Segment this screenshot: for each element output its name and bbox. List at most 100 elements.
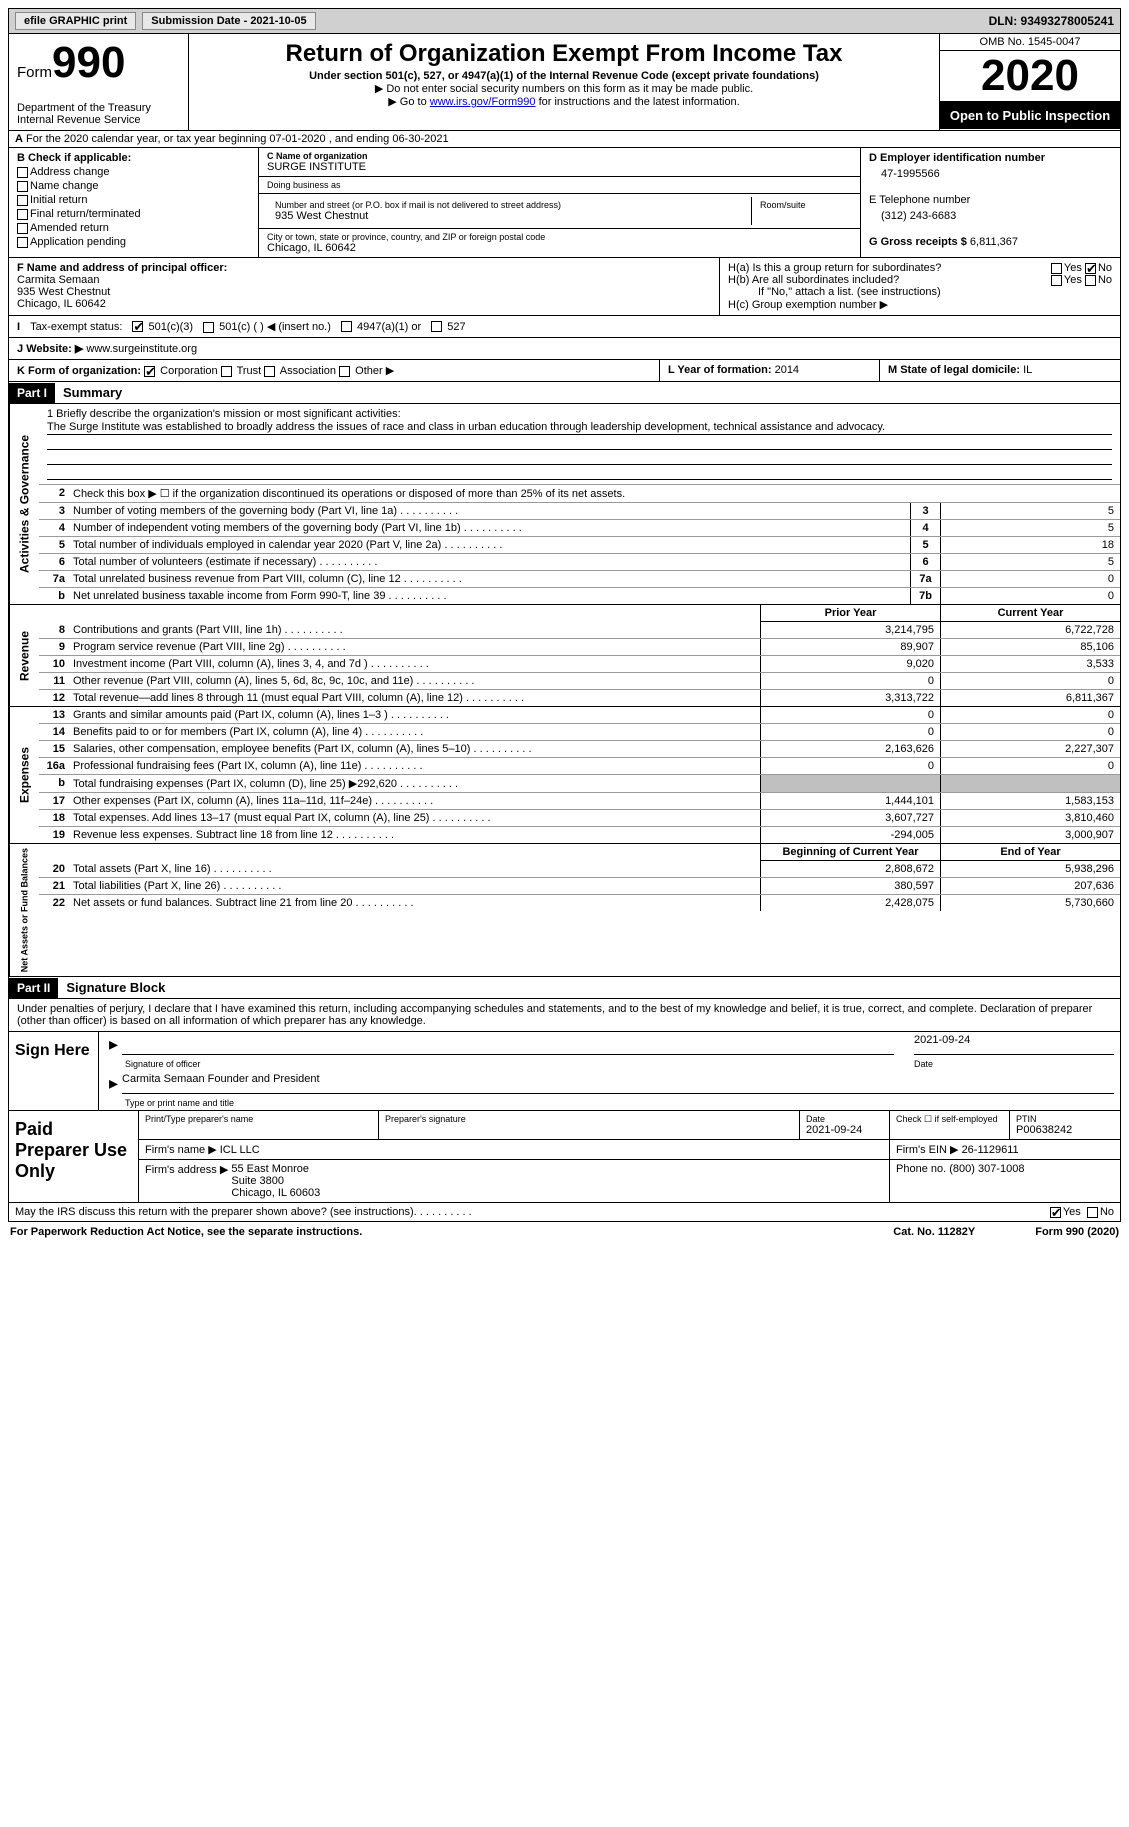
street-label: Number and street (or P.O. box if mail i… <box>275 200 743 210</box>
form-number: Form990 <box>17 38 180 88</box>
i-4947[interactable] <box>341 321 352 332</box>
public-inspection: Open to Public Inspection <box>940 102 1120 129</box>
ha-no[interactable] <box>1085 263 1096 274</box>
sign-here-label: Sign Here <box>9 1032 99 1110</box>
room-label: Room/suite <box>760 200 844 210</box>
ptin: P00638242 <box>1016 1124 1114 1136</box>
officer-name: Carmita Semaan <box>17 274 711 286</box>
line-i: I Tax-exempt status: 501(c)(3) 501(c) ( … <box>8 316 1121 338</box>
line2: Check this box ▶ ☐ if the organization d… <box>69 485 1120 502</box>
cb-name[interactable]: Name change <box>17 180 250 192</box>
k-assoc[interactable] <box>264 366 275 377</box>
col-begin: Beginning of Current Year <box>760 844 940 861</box>
discuss-no[interactable] <box>1087 1207 1098 1218</box>
cb-pending[interactable]: Application pending <box>17 236 250 248</box>
sig-date: 2021-09-24 <box>914 1034 1114 1055</box>
dln-label: DLN: 93493278005241 <box>989 14 1114 28</box>
form-title: Return of Organization Exempt From Incom… <box>197 40 931 68</box>
city-label: City or town, state or province, country… <box>267 232 852 242</box>
cb-initial[interactable]: Initial return <box>17 194 250 206</box>
data-row: 20Total assets (Part X, line 16)2,808,67… <box>39 861 1120 878</box>
expenses-block: Expenses 13Grants and similar amounts pa… <box>8 707 1121 844</box>
firm-name: ICL LLC <box>220 1144 260 1156</box>
prep-selfemployed[interactable]: Check ☐ if self-employed <box>890 1111 1010 1139</box>
preparer-block: Paid Preparer Use Only Print/Type prepar… <box>8 1111 1121 1203</box>
b-label: B Check if applicable: <box>17 152 250 164</box>
cb-final[interactable]: Final return/terminated <box>17 208 250 220</box>
data-row: 8Contributions and grants (Part VIII, li… <box>39 622 1120 639</box>
footer: For Paperwork Reduction Act Notice, see … <box>8 1222 1121 1242</box>
data-row: bTotal fundraising expenses (Part IX, co… <box>39 775 1120 793</box>
dept-label: Department of the Treasury Internal Reve… <box>17 102 180 126</box>
prep-date: 2021-09-24 <box>806 1124 883 1136</box>
form-header: Form990 Department of the Treasury Inter… <box>8 34 1121 131</box>
section-klm: K Form of organization: Corporation Trus… <box>8 360 1121 382</box>
i-501c[interactable] <box>203 322 214 333</box>
officer-addr1: 935 West Chestnut <box>17 286 711 298</box>
hb-yes[interactable] <box>1051 275 1062 286</box>
hb-no[interactable] <box>1085 275 1096 286</box>
phone-value: (312) 243-6683 <box>869 206 1112 236</box>
org-name: SURGE INSTITUTE <box>267 161 852 173</box>
note-ssn: ▶ Do not enter social security numbers o… <box>197 82 931 95</box>
gov-row: 5Total number of individuals employed in… <box>39 537 1120 554</box>
data-row: 9Program service revenue (Part VIII, lin… <box>39 639 1120 656</box>
ha-yes[interactable] <box>1051 263 1062 274</box>
efile-print-button[interactable]: efile GRAPHIC print <box>15 12 136 30</box>
cb-address[interactable]: Address change <box>17 166 250 178</box>
data-row: 18Total expenses. Add lines 13–17 (must … <box>39 810 1120 827</box>
firm-addr: 55 East Monroe Suite 3800 Chicago, IL 60… <box>231 1163 320 1199</box>
section-fh: F Name and address of principal officer:… <box>8 258 1121 316</box>
sig-intro: Under penalties of perjury, I declare th… <box>8 999 1121 1032</box>
hb-note: If "No," attach a list. (see instruction… <box>728 286 1112 298</box>
top-bar: efile GRAPHIC print Submission Date - 20… <box>8 8 1121 34</box>
data-row: 17Other expenses (Part IX, column (A), l… <box>39 793 1120 810</box>
col-prior: Prior Year <box>760 605 940 622</box>
city-value: Chicago, IL 60642 <box>267 242 852 254</box>
discuss-yes[interactable] <box>1050 1207 1061 1218</box>
preparer-label: Paid Preparer Use Only <box>9 1111 139 1202</box>
data-row: 22Net assets or fund balances. Subtract … <box>39 895 1120 911</box>
formation-year: 2014 <box>775 364 799 376</box>
side-revenue: Revenue <box>9 605 39 706</box>
irs-link[interactable]: www.irs.gov/Form990 <box>430 96 536 108</box>
officer-addr2: Chicago, IL 60642 <box>17 298 711 310</box>
street-value: 935 West Chestnut <box>275 210 743 222</box>
hc-label: H(c) Group exemption number ▶ <box>728 298 1112 311</box>
i-527[interactable] <box>431 321 442 332</box>
gross-label: G Gross receipts $ <box>869 236 967 248</box>
tax-year: 2020 <box>940 51 1120 102</box>
sign-here-block: Sign Here ▸ 2021-09-24 Signature of offi… <box>8 1032 1121 1111</box>
data-row: 21Total liabilities (Part X, line 26)380… <box>39 878 1120 895</box>
cat-no: Cat. No. 11282Y <box>893 1226 975 1238</box>
mission-label: 1 Briefly describe the organization's mi… <box>47 408 1112 420</box>
omb-number: OMB No. 1545-0047 <box>940 34 1120 51</box>
part2-header: Part II Signature Block <box>8 977 1121 999</box>
cb-amended[interactable]: Amended return <box>17 222 250 234</box>
sig-name: Carmita Semaan Founder and President <box>122 1073 1114 1094</box>
revenue-block: Revenue Prior Year Current Year 8Contrib… <box>8 605 1121 707</box>
side-governance: Activities & Governance <box>9 404 39 604</box>
mission-text: The Surge Institute was established to b… <box>47 420 1112 435</box>
firm-phone: (800) 307-1008 <box>949 1163 1024 1175</box>
k-other[interactable] <box>339 366 350 377</box>
side-net: Net Assets or Fund Balances <box>9 844 39 976</box>
data-row: 14Benefits paid to or for members (Part … <box>39 724 1120 741</box>
discuss-row: May the IRS discuss this return with the… <box>8 1203 1121 1222</box>
k-corp[interactable] <box>144 366 155 377</box>
data-row: 10Investment income (Part VIII, column (… <box>39 656 1120 673</box>
firm-ein: 26-1129611 <box>962 1144 1019 1156</box>
data-row: 13Grants and similar amounts paid (Part … <box>39 707 1120 724</box>
line-j: J Website: ▶ www.surgeinstitute.org <box>8 338 1121 360</box>
dba-label: Doing business as <box>267 180 852 190</box>
governance-block: Activities & Governance 1 Briefly descri… <box>8 404 1121 605</box>
i-501c3[interactable] <box>132 321 143 332</box>
gov-row: 4Number of independent voting members of… <box>39 520 1120 537</box>
k-trust[interactable] <box>221 366 232 377</box>
section-bcde: B Check if applicable: Address change Na… <box>8 148 1121 258</box>
data-row: 16aProfessional fundraising fees (Part I… <box>39 758 1120 775</box>
submission-date-button[interactable]: Submission Date - 2021-10-05 <box>142 12 315 30</box>
gov-row: 6Total number of volunteers (estimate if… <box>39 554 1120 571</box>
part1-header: Part I Summary <box>8 382 1121 404</box>
netassets-block: Net Assets or Fund Balances Beginning of… <box>8 844 1121 977</box>
